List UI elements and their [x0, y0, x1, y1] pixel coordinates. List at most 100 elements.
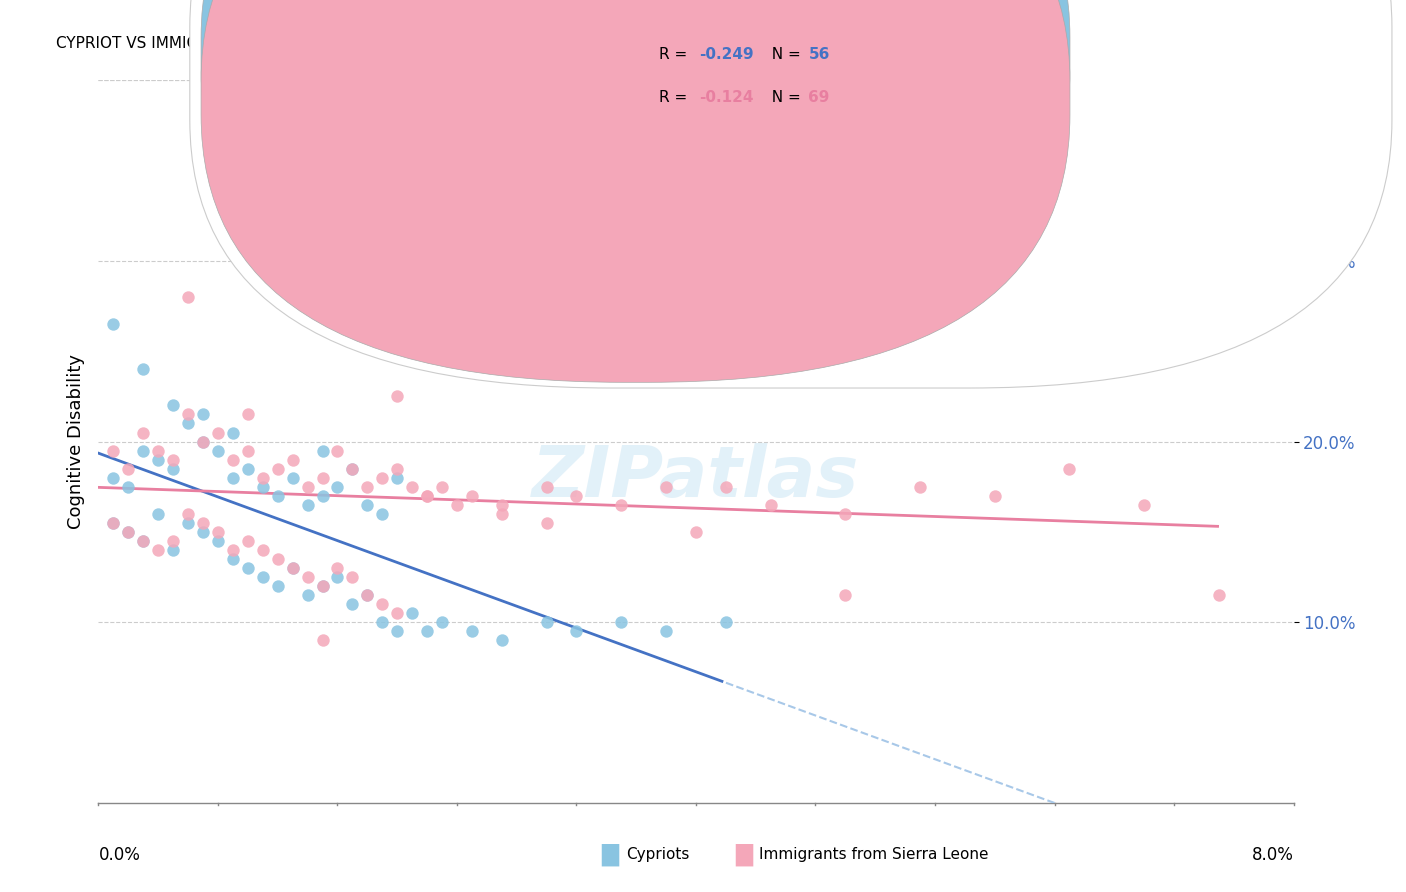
- Point: [342, 570, 364, 584]
- Point: [267, 552, 290, 566]
- Point: [117, 524, 139, 539]
- Point: [132, 425, 155, 440]
- Point: [162, 461, 184, 475]
- Point: [565, 624, 588, 639]
- Point: [834, 588, 856, 602]
- Point: [191, 434, 214, 449]
- Point: [565, 489, 588, 503]
- Point: [356, 588, 378, 602]
- Point: [446, 498, 468, 512]
- Point: [252, 480, 274, 494]
- Point: [371, 615, 394, 630]
- Point: [191, 434, 214, 449]
- Y-axis label: Cognitive Disability: Cognitive Disability: [66, 354, 84, 529]
- Point: [236, 461, 259, 475]
- Point: [342, 461, 364, 475]
- Point: [236, 408, 259, 422]
- Point: [536, 480, 558, 494]
- Point: [371, 597, 394, 611]
- Text: ZIPatlas: ZIPatlas: [533, 443, 859, 512]
- Point: [162, 398, 184, 412]
- Text: 69: 69: [808, 90, 830, 105]
- Point: [148, 443, 170, 458]
- Point: [281, 561, 304, 575]
- Point: [759, 498, 782, 512]
- Point: [685, 524, 707, 539]
- Point: [311, 471, 333, 485]
- Point: [103, 471, 125, 485]
- Point: [311, 443, 333, 458]
- Point: [984, 489, 1007, 503]
- Point: [191, 516, 214, 530]
- Point: [1059, 461, 1081, 475]
- Point: [267, 489, 290, 503]
- Point: [491, 507, 513, 521]
- Point: [103, 443, 125, 458]
- Point: [207, 533, 229, 548]
- Point: [342, 597, 364, 611]
- Point: [385, 606, 409, 620]
- Point: [162, 452, 184, 467]
- Text: █: █: [602, 843, 619, 866]
- Point: [252, 570, 274, 584]
- Point: [267, 461, 290, 475]
- Point: [162, 533, 184, 548]
- Point: [222, 552, 245, 566]
- Point: [222, 452, 245, 467]
- Point: [297, 570, 319, 584]
- Point: [311, 579, 333, 593]
- Point: [461, 281, 484, 295]
- Point: [416, 489, 439, 503]
- Point: [281, 452, 304, 467]
- Point: [252, 542, 274, 557]
- Point: [610, 615, 633, 630]
- Point: [103, 516, 125, 530]
- Point: [297, 588, 319, 602]
- Point: [117, 524, 139, 539]
- Point: [311, 579, 333, 593]
- Text: 8.0%: 8.0%: [1251, 847, 1294, 864]
- Point: [326, 480, 349, 494]
- Point: [132, 443, 155, 458]
- Point: [132, 533, 155, 548]
- Point: [117, 461, 139, 475]
- Point: [416, 624, 439, 639]
- Point: [536, 615, 558, 630]
- Point: [1133, 498, 1156, 512]
- Text: 56: 56: [808, 47, 830, 62]
- Point: [342, 461, 364, 475]
- Text: R =: R =: [659, 47, 693, 62]
- Point: [385, 461, 409, 475]
- Point: [207, 524, 229, 539]
- Point: [191, 408, 214, 422]
- Point: [132, 362, 155, 376]
- Point: [207, 443, 229, 458]
- Point: [385, 389, 409, 403]
- Text: Source: ZipAtlas.com: Source: ZipAtlas.com: [1230, 27, 1364, 40]
- Point: [297, 480, 319, 494]
- Point: [222, 542, 245, 557]
- Point: [356, 588, 378, 602]
- Text: Immigrants from Sierra Leone: Immigrants from Sierra Leone: [759, 847, 988, 862]
- Point: [908, 480, 931, 494]
- Point: [385, 624, 409, 639]
- Point: [371, 507, 394, 521]
- Point: [311, 633, 333, 648]
- Point: [267, 579, 290, 593]
- Point: [177, 507, 200, 521]
- Point: [401, 606, 423, 620]
- Point: [356, 480, 378, 494]
- Point: [222, 425, 245, 440]
- Point: [148, 452, 170, 467]
- Point: [177, 417, 200, 431]
- Point: [236, 533, 259, 548]
- Point: [177, 516, 200, 530]
- Point: [252, 471, 274, 485]
- Point: [430, 480, 453, 494]
- Point: [461, 624, 484, 639]
- Point: [103, 516, 125, 530]
- Point: [207, 425, 229, 440]
- Point: [714, 615, 737, 630]
- Point: [191, 524, 214, 539]
- Point: [236, 561, 259, 575]
